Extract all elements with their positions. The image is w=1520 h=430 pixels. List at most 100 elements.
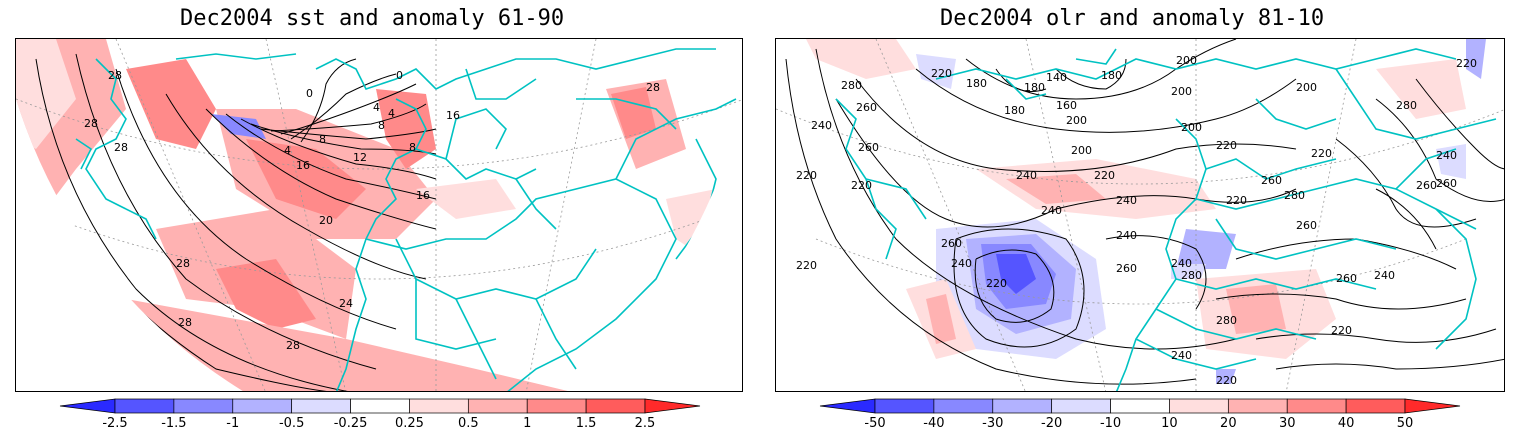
colorbar-segment	[933, 398, 994, 414]
contour-label: 28	[176, 257, 190, 270]
contour-label: 240	[1171, 349, 1192, 362]
right-colorbar: -50 -40 -30 -20 -10 10 20 30 40 50	[819, 398, 1461, 430]
sst-anomaly-north-atlantic	[126, 59, 216, 149]
colorbar-segment	[1051, 398, 1111, 414]
sst-anomaly-south-core	[216, 259, 316, 329]
olr-anomaly-se-pos-core	[1226, 284, 1286, 334]
right-map: 260 280 260 240 220 220 220 220 180 140 …	[775, 38, 1505, 392]
contour-label: 180	[1004, 104, 1025, 117]
contour-label: 260	[1336, 272, 1357, 285]
olr-anomaly-ne-pos	[1376, 59, 1466, 119]
colorbar-tick-label: 50	[1397, 416, 1414, 430]
olr-anomaly-north	[806, 39, 916, 79]
contour-label: 220	[986, 277, 1007, 290]
contour-label: 8	[378, 119, 385, 132]
contour-label: 220	[1216, 139, 1237, 152]
olr-map-svg: 260 280 260 240 220 220 220 220 180 140 …	[776, 39, 1504, 391]
contour-label: 260	[1416, 179, 1437, 192]
contour-label: 8	[409, 141, 416, 154]
contour-label: 200	[1066, 114, 1087, 127]
colorbar-segment	[1110, 398, 1170, 414]
colorbar-tick-label: -2.5	[102, 416, 127, 430]
colorbar-tick-label: -30	[982, 416, 1003, 430]
colorbar-high-triangle	[644, 398, 701, 414]
contour-label: 220	[1331, 324, 1352, 337]
contour-label: 180	[1024, 81, 1045, 94]
left-colorbar: -2.5 -1.5 -1 -0.5 -0.25 0.25 0.5 1 1.5 2.5	[59, 398, 701, 430]
colorbar-tick-label: -10	[1100, 416, 1121, 430]
contour-label: 280	[1181, 269, 1202, 282]
contour-label: 220	[851, 179, 872, 192]
left-panel-title: Dec2004 sst and anomaly 61-90	[180, 6, 565, 31]
contour-label: 260	[1116, 262, 1137, 275]
contour-label: 160	[1056, 99, 1077, 112]
contour-label: 220	[796, 169, 817, 182]
contour-label: 28	[114, 141, 128, 154]
contour-label: 260	[858, 141, 879, 154]
colorbar-tick-label: -20	[1041, 416, 1062, 430]
colorbar-segment	[526, 398, 587, 414]
contour-label: 180	[966, 77, 987, 90]
contour-label: 260	[1261, 174, 1282, 187]
colorbar-tick-label: 1	[523, 416, 531, 430]
colorbar-tick-label: 40	[1338, 416, 1355, 430]
olr-anomaly-ne-neg	[1466, 39, 1486, 79]
sst-anomaly-baltic	[376, 89, 436, 169]
contour-label: 240	[1171, 257, 1192, 270]
coastlines	[835, 48, 1497, 391]
contour-label: 260	[1296, 219, 1317, 232]
colorbar-tick-label: 0.5	[458, 416, 479, 430]
contour-label: 240	[1016, 169, 1037, 182]
colorbar-segment	[173, 398, 234, 414]
olr-anomaly-low-center	[996, 254, 1036, 294]
olr-anomaly-se-neg	[1216, 369, 1236, 384]
colorbar-segment	[291, 398, 351, 414]
contour-label: 280	[841, 79, 862, 92]
sst-anomaly-west-core	[16, 39, 76, 149]
contour-label: 4	[284, 144, 291, 157]
contour-label: 24	[339, 297, 353, 310]
contour-label: 200	[1296, 81, 1317, 94]
colorbar-tick-label: 0.25	[395, 416, 424, 430]
colorbar-tick-label: 30	[1279, 416, 1296, 430]
contour-label: 240	[1041, 204, 1062, 217]
contour-label: 220	[931, 67, 952, 80]
contour-label: 20	[319, 214, 333, 227]
graticule	[16, 39, 742, 391]
colorbar-segment	[232, 398, 293, 414]
colorbar-tick-label: -40	[923, 416, 944, 430]
contour-label: 260	[1436, 177, 1457, 190]
left-map: 28 28 28 28 28 28 28 24 20 16 16 16 12 8…	[15, 38, 743, 392]
contour-label: 260	[856, 101, 877, 114]
colorbar-low-triangle	[819, 398, 876, 414]
olr-anomaly-east-neg	[1176, 229, 1236, 269]
colorbar-low-triangle	[59, 398, 116, 414]
contour-label: 140	[1046, 71, 1067, 84]
contour-label: 28	[286, 339, 300, 352]
colorbar-segment	[409, 398, 469, 414]
colorbar-segment	[992, 398, 1053, 414]
sst-anomaly-med	[416, 179, 516, 219]
contour-label: 260	[941, 237, 962, 250]
contour-label: 200	[1181, 121, 1202, 134]
olr-anomaly-east-neg2	[1171, 264, 1206, 279]
colorbar-segment	[1169, 398, 1229, 414]
contour-label: 240	[811, 119, 832, 132]
contour-label: 220	[1456, 57, 1477, 70]
contour-label: 240	[1374, 269, 1395, 282]
contour-label: 280	[1216, 314, 1237, 327]
contour-label: 4	[373, 101, 380, 114]
colorbar-tick-label: -0.5	[279, 416, 304, 430]
contour-label: 180	[1101, 69, 1122, 82]
contour-label: 0	[396, 69, 403, 82]
contour-label: 280	[1396, 99, 1417, 112]
contour-label: 200	[1071, 144, 1092, 157]
colorbar-segment	[1227, 398, 1288, 414]
colorbar-tick-label: 1.5	[576, 416, 597, 430]
olr-anomaly-pos-band	[976, 159, 1216, 219]
olr-contour-labels: 260 280 260 240 220 220 220 220 180 140 …	[796, 54, 1477, 387]
olr-anomaly-pos-band-core	[1006, 174, 1106, 204]
colorbar-tick-label: -1.5	[161, 416, 186, 430]
colorbar-tick-label: 20	[1220, 416, 1237, 430]
contour-label: 280	[1284, 189, 1305, 202]
